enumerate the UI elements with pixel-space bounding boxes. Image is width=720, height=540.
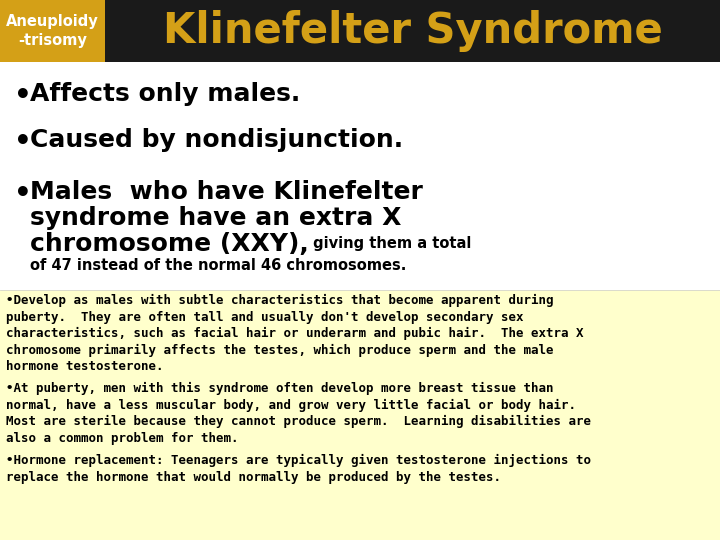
Text: Caused by nondisjunction.: Caused by nondisjunction.: [30, 128, 403, 152]
Text: •Hormone replacement: Teenagers are typically given testosterone injections to
r: •Hormone replacement: Teenagers are typi…: [6, 454, 591, 484]
Text: •: •: [14, 180, 32, 208]
Text: of 47 instead of the normal 46 chromosomes.: of 47 instead of the normal 46 chromosom…: [30, 258, 406, 273]
Bar: [0, 0, 105, 62]
Text: Affects only males.: Affects only males.: [30, 82, 300, 106]
Text: •: •: [14, 82, 32, 110]
Bar: [0, 62, 720, 290]
Text: syndrome have an extra X: syndrome have an extra X: [30, 206, 401, 230]
Text: Males  who have Klinefelter: Males who have Klinefelter: [30, 180, 423, 204]
Text: •At puberty, men with this syndrome often develop more breast tissue than
normal: •At puberty, men with this syndrome ofte…: [6, 382, 591, 445]
Text: Aneuploidy
-trisomy: Aneuploidy -trisomy: [6, 14, 99, 48]
Text: •: •: [14, 128, 32, 156]
Bar: [0, 290, 720, 540]
Text: giving them a total: giving them a total: [308, 236, 472, 251]
Text: Klinefelter Syndrome: Klinefelter Syndrome: [163, 10, 662, 52]
Bar: [0, 0, 720, 62]
Text: •Develop as males with subtle characteristics that become apparent during
pubert: •Develop as males with subtle characteri…: [6, 294, 583, 373]
Text: chromosome (XXY),: chromosome (XXY),: [30, 232, 309, 256]
